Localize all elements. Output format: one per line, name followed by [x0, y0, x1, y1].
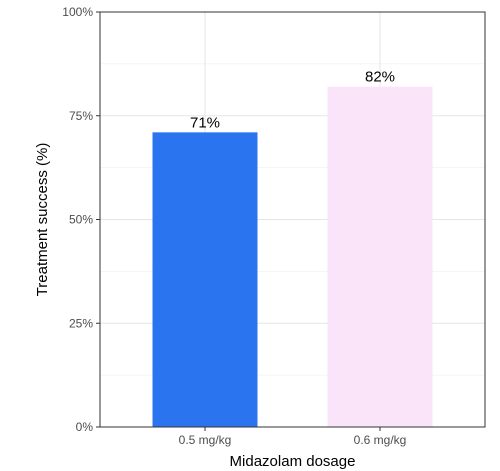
x-tick-label: 0.6 mg/kg [354, 433, 407, 447]
y-axis-title: Treatment success (%) [34, 143, 51, 297]
x-tick-label: 0.5 mg/kg [179, 433, 232, 447]
data-label-2: 82% [365, 69, 395, 86]
x-axis: 0.5 mg/kg 0.6 mg/kg [179, 427, 407, 447]
bar-1 [152, 132, 258, 427]
y-axis: 0% 25% 50% 75% 100% [62, 5, 100, 434]
data-labels: 71% 82% [190, 69, 395, 132]
bar-2 [327, 86, 433, 427]
y-tick-label: 100% [62, 5, 93, 19]
y-tick-label: 0% [76, 420, 94, 434]
data-label-1: 71% [190, 114, 220, 131]
bars [152, 86, 433, 427]
y-tick-label: 50% [69, 213, 93, 227]
x-axis-title: Midazolam dosage [230, 453, 356, 470]
y-tick-label: 75% [69, 109, 93, 123]
y-tick-label: 25% [69, 316, 93, 330]
